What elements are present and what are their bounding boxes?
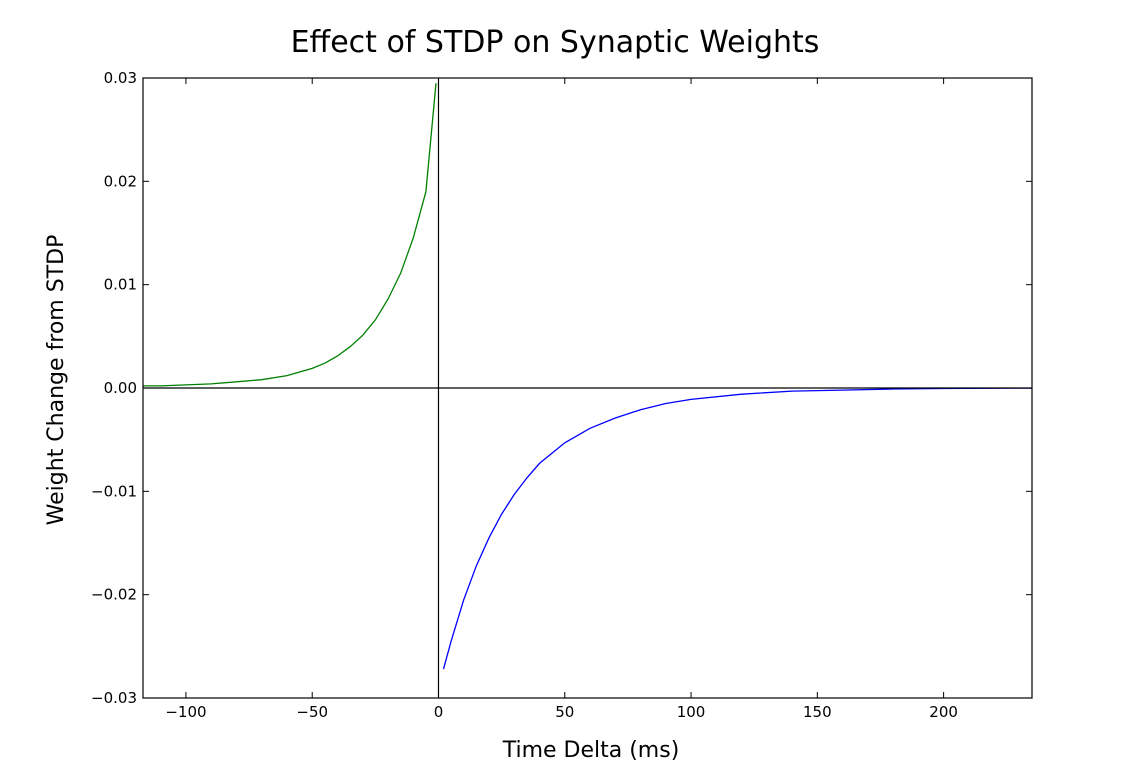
y-tick-label: −0.03	[91, 689, 137, 707]
y-tick-label: −0.01	[91, 482, 137, 500]
y-tick-label: 0.00	[104, 379, 137, 397]
y-tick-label: 0.01	[104, 276, 137, 294]
y-tick-label: −0.02	[91, 586, 137, 604]
x-tick-label: 200	[929, 703, 958, 721]
chart-title: Effect of STDP on Synaptic Weights	[291, 25, 820, 60]
series-line-2	[442, 387, 1032, 670]
x-axis-label: Time Delta (ms)	[502, 738, 680, 763]
x-tick-label: 50	[555, 703, 574, 721]
y-axis-label: Weight Change from STDP	[44, 235, 69, 526]
y-tick-label: 0.02	[104, 172, 137, 190]
x-tick-label: −50	[296, 703, 328, 721]
x-tick-label: 100	[677, 703, 706, 721]
plot-area: −100 −50 0 50 100 150 200 0.03 0.02 0.01 0.00 −0.01…	[91, 69, 1033, 721]
series-line-1	[143, 83, 437, 387]
x-tick-label: −100	[165, 703, 206, 721]
x-tick-label: 150	[803, 703, 832, 721]
y-tick-label: 0.03	[104, 69, 137, 87]
x-tick-label: 0	[434, 703, 444, 721]
